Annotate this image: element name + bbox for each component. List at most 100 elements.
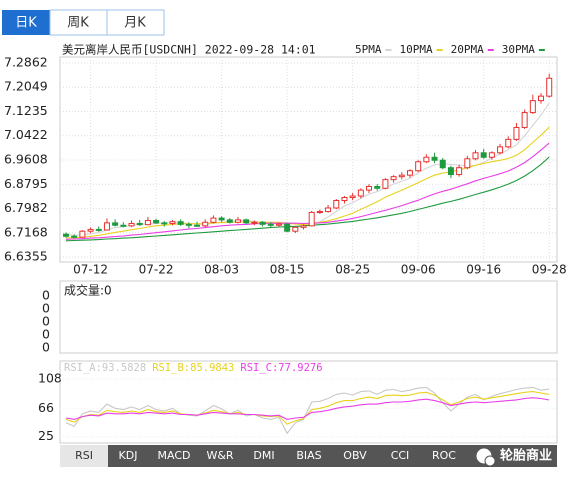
candle-body [177,221,184,225]
candle-body [194,224,201,227]
candle-body [349,195,356,199]
candle-body [357,189,364,197]
candle-body [366,185,373,191]
indicator-tab[interactable]: KDJ [119,449,138,462]
candle-body [423,156,430,163]
line [65,102,550,236]
y-tick-label: 66 [38,400,54,415]
legend-label: RSI_A:93.5828 [64,362,146,374]
candle-body [218,217,225,221]
candle-body [464,158,471,169]
candle-body [480,152,487,158]
candle-body [382,179,389,189]
watermark-logo [484,455,496,467]
y-tick-label: 7.2049 [4,79,48,94]
indicator-tab[interactable]: W&R [206,449,233,462]
indicator-tab-active[interactable] [60,445,108,467]
y-tick-label: 6.8795 [4,176,48,191]
indicator-tab[interactable]: BIAS [296,449,321,462]
tab-active[interactable] [2,10,50,35]
indicator-tab[interactable]: ROC [432,449,456,462]
candle-body [529,100,536,114]
y-tick-label: 7.0422 [4,127,48,142]
candle-body [497,146,504,154]
volume-frame [59,280,558,354]
y-tick-label: 0 [42,340,50,355]
candle-body [128,222,135,227]
candle-body [505,138,512,148]
candle-body [456,167,463,176]
candle-body [546,77,553,97]
indicator-tab[interactable]: CCI [391,449,410,462]
line [65,386,550,435]
legend-label: RSI_C:77.9276 [240,362,322,374]
legend-label: 5PMA [355,43,382,56]
tab-label[interactable]: 日K [15,16,37,31]
y-tick-label: 6.9608 [4,152,48,167]
price-frame [59,56,558,263]
y-tick-label: 25 [38,428,54,443]
candle-body [112,222,119,226]
y-tick-label: 108 [38,371,62,386]
indicator-tab[interactable]: RSI [75,449,93,462]
candle-body [259,221,266,225]
y-tick-label: 0 [42,327,50,342]
candle-body [234,219,241,223]
chart-title: 美元离岸人民币[USDCNH] 2022-09-28 14:01 [62,43,316,57]
legend-swatch [487,49,494,51]
y-tick-label: 7.1235 [4,103,48,118]
candle-body [103,222,110,231]
y-tick-label: 6.6355 [4,249,48,264]
candle-body [308,211,315,227]
x-tick-label: 09-16 [466,263,501,277]
candle-body [447,167,454,176]
indicator-tab[interactable]: OBV [343,449,367,462]
candle-body [300,225,307,228]
candle-body [87,228,94,232]
candle-body [251,221,258,224]
legend-swatch [385,49,392,51]
tab[interactable] [106,9,165,36]
indicator-tab[interactable]: MACD [158,449,191,462]
candle-body [325,207,332,213]
candle-body [275,223,282,226]
candle-body [390,176,397,181]
candle-body [161,222,168,225]
legend-swatch [538,49,545,51]
indicator-bar [60,445,557,467]
indicator-tab[interactable]: DMI [253,449,274,462]
candle-body [169,221,176,224]
candle-body [292,226,299,232]
legend-label: 20PMA [451,43,484,56]
candle-body [226,219,233,223]
candle-body [398,174,405,178]
candle-body [267,223,274,226]
candle-body [439,159,446,169]
legend-swatch [436,49,443,51]
x-tick-label: 08-25 [335,263,370,277]
tab[interactable] [49,9,108,36]
candle-body [374,185,381,189]
line [65,397,550,420]
x-tick-label: 08-03 [204,263,239,277]
watermark: 轮胎商业 [500,448,552,464]
line [65,156,550,242]
tab-label[interactable]: 月K [124,16,146,31]
candle-body [71,235,78,238]
legend-label: 30PMA [502,43,535,56]
candle-body [153,219,160,224]
candle-body [431,156,438,161]
y-tick-label: 0 [42,314,50,329]
candle-body [136,222,143,226]
y-tick-label: 6.7982 [4,200,48,215]
legend-label: 10PMA [400,43,433,56]
candle-body [144,219,151,226]
y-tick-label: 6.7168 [4,224,48,239]
candle-body [185,223,192,226]
tab-label[interactable]: 周K [67,16,89,31]
candle-body [63,233,69,237]
candle-body [243,219,250,224]
legend-label: RSI_B:85.9843 [152,362,234,374]
